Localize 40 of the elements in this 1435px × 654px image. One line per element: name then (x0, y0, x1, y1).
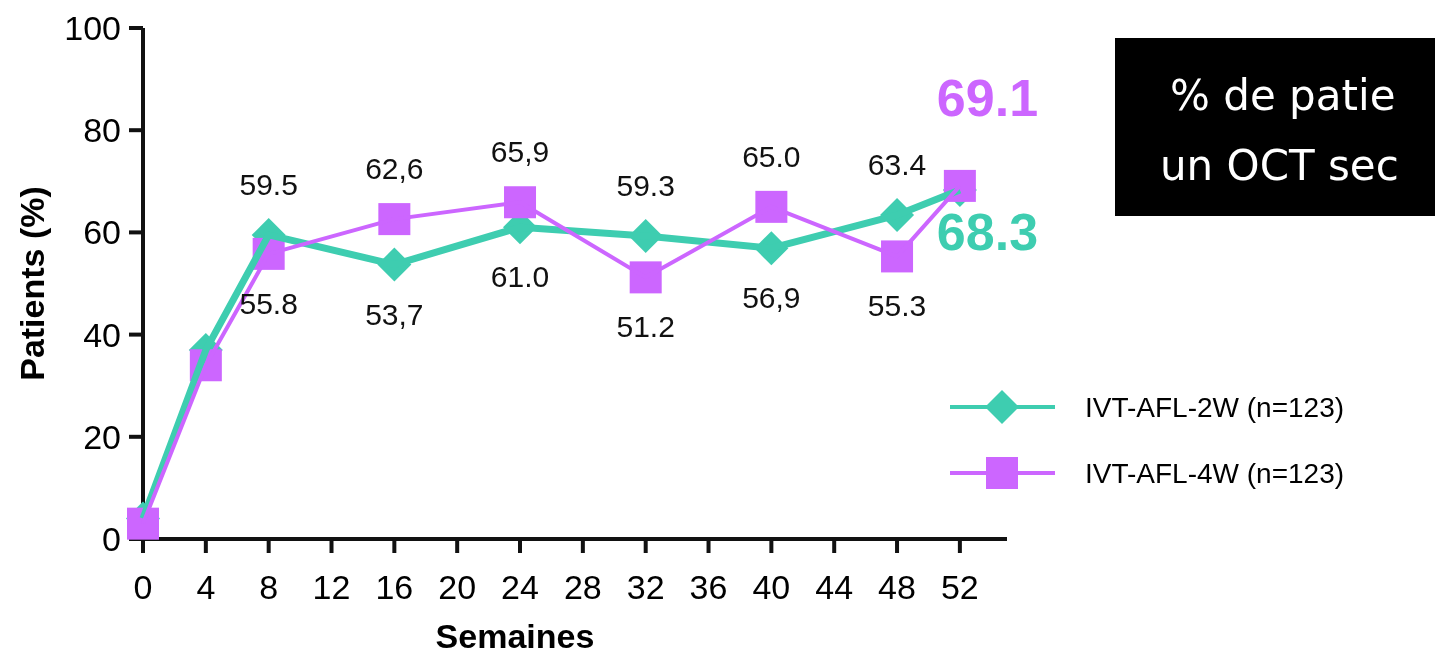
data-label: 61.0 (490, 260, 550, 294)
x-tick-label: 4 (196, 568, 216, 606)
x-tick-label: 8 (259, 568, 279, 606)
x-tick-label: 16 (375, 568, 414, 606)
data-label: 63.4 (867, 148, 927, 182)
data-label: 55.8 (239, 286, 298, 320)
y-tick-label: 20 (83, 417, 121, 456)
data-label: 56,9 (742, 281, 801, 315)
legend-label: IVT-AFL-4W (n=123) (1085, 457, 1345, 489)
data-label: 65.0 (742, 139, 801, 173)
data-label: 69.1 (936, 68, 1039, 127)
y-tick-label: 60 (83, 213, 121, 252)
x-tick-label: 0 (133, 568, 153, 606)
data-label: 59.3 (616, 168, 675, 202)
data-label: 68.3 (936, 202, 1039, 261)
x-tick-label: 20 (438, 568, 477, 606)
data-label: 51.2 (616, 310, 675, 344)
x-tick-label: 44 (815, 568, 854, 606)
data-label: 62,6 (365, 152, 424, 186)
x-tick-label: 12 (312, 568, 351, 606)
y-tick-label: 80 (83, 111, 121, 150)
x-tick-label: 52 (940, 568, 979, 606)
data-label: 53,7 (365, 297, 424, 331)
y-tick-label: 40 (83, 315, 121, 354)
x-tick-label: 32 (626, 568, 665, 606)
x-tick-label: 28 (563, 568, 602, 606)
data-label: 59.5 (239, 167, 298, 201)
x-tick-label: 24 (501, 568, 539, 606)
data-label: 65,9 (490, 135, 550, 169)
text: % de patie (1170, 71, 1396, 120)
x-tick-label: 48 (878, 568, 916, 606)
text: un OCT sec (1160, 141, 1399, 190)
x-axis-title: Semaines (435, 617, 595, 654)
x-tick-label: 36 (689, 568, 728, 606)
y-tick-label: 0 (102, 519, 121, 558)
x-tick-label: 40 (752, 568, 791, 606)
legend-label: IVT-AFL-2W (n=123) (1085, 391, 1345, 423)
y-axis-title: Patients (%) (13, 186, 51, 381)
data-label: 55.3 (867, 289, 927, 323)
y-tick-label: 100 (64, 8, 121, 47)
